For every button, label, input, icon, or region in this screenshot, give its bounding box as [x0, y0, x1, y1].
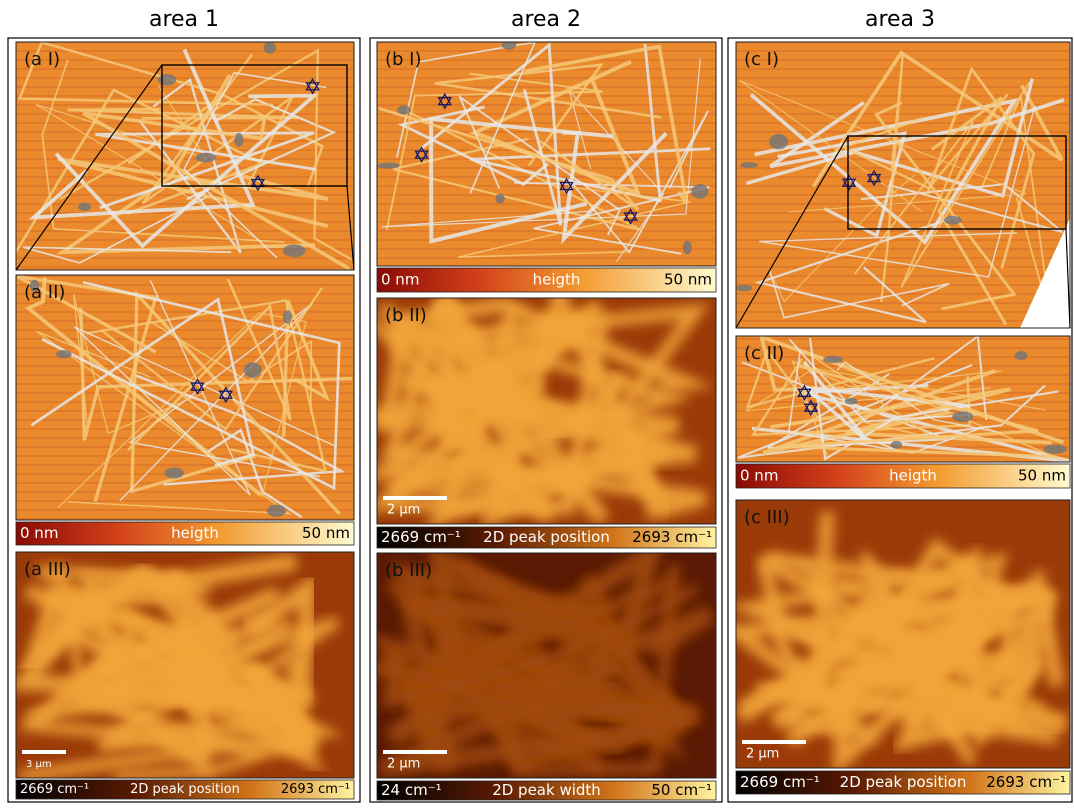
fold: [164, 467, 184, 478]
fold: [196, 153, 216, 163]
fold: [740, 162, 757, 168]
fold: [823, 356, 843, 363]
figure: area 1 (a I) (a II) 0 nm heigth 50 nm 3 µm (a I…: [0, 0, 1074, 806]
panel-label: (a I): [24, 49, 60, 70]
image-panel: 3 µm (a III): [16, 552, 354, 778]
scale-bar: [383, 750, 447, 754]
fold: [683, 241, 692, 255]
colorbar-min: 2669 cm⁻¹: [740, 773, 820, 791]
panel-image: [377, 40, 716, 266]
fold: [736, 285, 752, 292]
colorbar-name: heigth: [171, 524, 219, 542]
colorbar-name: 2D peak position: [840, 773, 967, 791]
colorbar-max: 50 nm: [664, 271, 712, 289]
image-panel: (c II): [736, 336, 1070, 462]
colorbar-min: 0 nm: [381, 271, 419, 289]
scale-bar: [383, 496, 447, 500]
image-panel: 2 µm (c III): [736, 500, 1070, 768]
panel-image: 2 µm: [377, 553, 716, 778]
fold: [267, 505, 286, 517]
panel-label: (c III): [744, 507, 790, 528]
image-panel: (a II): [16, 275, 354, 520]
panel-image: [736, 336, 1070, 462]
colorbar-min: 2669 cm⁻¹: [381, 528, 461, 546]
scale-bar: [22, 750, 66, 754]
colorbar-min: 24 cm⁻¹: [381, 781, 442, 799]
fold: [1043, 444, 1067, 453]
panel-label: (b I): [385, 49, 422, 70]
fold: [377, 162, 400, 168]
fold: [234, 133, 243, 147]
scale-bar-label: 2 µm: [387, 503, 420, 518]
fold: [263, 42, 276, 53]
fold: [244, 362, 262, 378]
fold: [495, 194, 504, 204]
fold: [952, 411, 973, 422]
panel-image: [16, 275, 354, 520]
scale-bar-label: 2 µm: [746, 747, 779, 762]
panel-label: (c I): [744, 49, 779, 70]
panel-image: 3 µm: [16, 552, 354, 778]
image-panel: (c I): [736, 42, 1070, 328]
fold: [283, 310, 292, 323]
column-title: area 2: [511, 7, 581, 32]
panel-image: 2 µm: [377, 298, 716, 524]
fold: [56, 350, 72, 358]
fold: [845, 398, 858, 405]
colorbar-name: heigth: [533, 271, 581, 289]
fold: [397, 105, 411, 114]
fold: [944, 216, 962, 225]
colorbar-max: 2693 cm⁻¹: [986, 773, 1066, 791]
colorbar-max: 50 nm: [302, 524, 350, 542]
fold: [1015, 351, 1028, 360]
colorbar-name: 2D peak position: [130, 782, 240, 797]
colorbar-name: 2D peak position: [483, 528, 610, 546]
fold: [78, 203, 91, 211]
panel-image: 2 µm: [736, 500, 1070, 768]
colorbar-max: 2693 cm⁻¹: [281, 782, 350, 797]
image-panel: (b I): [377, 40, 716, 266]
fold: [769, 134, 788, 149]
scale-bar-label: 2 µm: [387, 757, 420, 772]
colorbar-min: 2669 cm⁻¹: [20, 782, 89, 797]
fold: [891, 441, 902, 449]
colorbar-min: 0 nm: [740, 467, 778, 485]
column-title: area 3: [865, 7, 935, 32]
column-title: area 1: [149, 7, 219, 32]
panel-label: (b II): [385, 305, 427, 326]
colorbar-name: heigth: [889, 467, 937, 485]
image-panel: (a I): [16, 42, 354, 270]
image-panel: 2 µm (b III): [377, 553, 716, 778]
panel-image: [16, 42, 354, 270]
fold: [502, 40, 516, 50]
colorbar-max: 2693 cm⁻¹: [632, 528, 712, 546]
scale-bar: [742, 740, 806, 744]
colorbar-name: 2D peak width: [492, 781, 601, 799]
fold: [283, 244, 306, 257]
panel-label: (a III): [24, 559, 71, 580]
fold: [692, 184, 709, 199]
panel-label: (b III): [385, 560, 432, 581]
panel-label: (a II): [24, 282, 65, 303]
panel-label: (c II): [744, 343, 784, 364]
fold: [158, 74, 177, 85]
panel-image: [736, 42, 1070, 328]
colorbar-max: 50 nm: [1018, 467, 1066, 485]
scale-bar-label: 3 µm: [26, 759, 52, 770]
colorbar-min: 0 nm: [20, 524, 58, 542]
image-panel: 2 µm (b II): [377, 298, 716, 524]
colorbar-max: 50 cm⁻¹: [651, 781, 712, 799]
